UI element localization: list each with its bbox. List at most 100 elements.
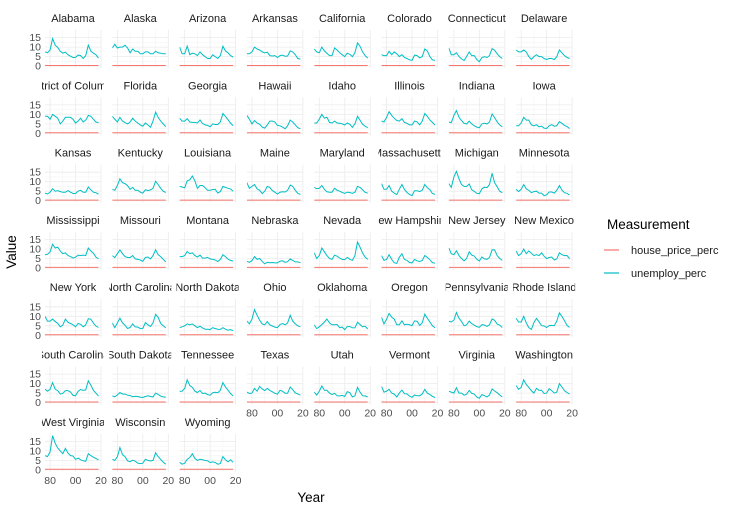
- gridlines: [516, 231, 573, 270]
- gridlines: [246, 231, 304, 270]
- facet-panel-washington: Washington: [515, 350, 573, 405]
- series-line-unemploy-perc: [448, 386, 503, 399]
- y-tick-label: 10: [29, 378, 41, 390]
- strip-label: Maryland: [320, 148, 365, 160]
- gridlines: [314, 231, 371, 270]
- y-tick-label: 0: [35, 61, 41, 73]
- series-line-unemploy-perc: [179, 44, 234, 60]
- series-line-unemploy-perc: [179, 378, 234, 397]
- gridlines: [246, 30, 304, 68]
- facet-panel-tennessee: Tennessee: [179, 350, 237, 405]
- x-tick-label: 80: [179, 475, 191, 487]
- strip-label: Ohio: [263, 282, 286, 294]
- x-tick-label: 00: [137, 475, 149, 487]
- strip-label: Alabama: [51, 13, 95, 25]
- series-line-unemploy-perc: [516, 49, 570, 61]
- strip-label: South Carolina: [37, 350, 111, 362]
- facet-panel-arkansas: Arkansas: [246, 13, 304, 68]
- gridlines: [516, 97, 573, 136]
- strip-label: Delaware: [521, 13, 567, 25]
- facet-panel-missouri: Missouri: [112, 215, 169, 270]
- series-line-unemploy-perc: [314, 184, 368, 194]
- series-line-unemploy-perc: [179, 112, 234, 128]
- strip-label: Idaho: [328, 80, 356, 92]
- gridlines: [516, 164, 573, 203]
- series-line-unemploy-perc: [45, 435, 99, 462]
- x-tick-label: 00: [272, 408, 284, 420]
- facet-panel-new-hampshire: New Hampshire: [379, 215, 441, 270]
- strip-label: Arkansas: [252, 13, 298, 25]
- facet-panel-west-virginia: West Virginia: [42, 417, 104, 472]
- y-tick-label: 5: [35, 186, 41, 198]
- x-tick-label: 20: [95, 475, 107, 487]
- gridlines: [314, 30, 371, 68]
- series-line-unemploy-perc: [112, 445, 167, 465]
- series-line-unemploy-perc: [381, 48, 436, 61]
- strip-label: Hawaii: [258, 80, 291, 92]
- gridlines: [448, 299, 506, 338]
- facet-panel-louisiana: Louisiana: [179, 148, 237, 203]
- gridlines: [314, 97, 371, 136]
- gridlines: [45, 366, 102, 405]
- facet-panel-illinois: Illinois: [381, 80, 438, 136]
- facet-panel-minnesota: Minnesota: [516, 148, 573, 203]
- gridlines: [448, 30, 506, 68]
- series-line-unemploy-perc: [246, 182, 301, 195]
- x-tick-label: 20: [162, 475, 174, 487]
- gridlines: [112, 30, 169, 68]
- series-line-unemploy-perc: [112, 110, 167, 129]
- facet-panel-north-carolina: North Carolina: [109, 282, 171, 338]
- strip-label: Montana: [186, 215, 230, 227]
- strip-label: Kansas: [55, 148, 92, 160]
- y-tick-label: 5: [35, 118, 41, 130]
- series-line-unemploy-perc: [112, 391, 166, 399]
- strip-label: Missouri: [120, 215, 161, 227]
- strip-label: Nebraska: [251, 215, 299, 227]
- y-tick-label: 0: [35, 464, 41, 476]
- strip-label: South Dakota: [107, 350, 175, 362]
- y-tick-label: 10: [29, 42, 41, 54]
- strip-label: Alaska: [124, 13, 158, 25]
- gridlines: [381, 30, 438, 68]
- x-tick-label: 20: [499, 408, 511, 420]
- series-line-unemploy-perc: [516, 247, 570, 261]
- gridlines: [45, 30, 102, 68]
- gridlines: [112, 299, 169, 338]
- series-line-unemploy-perc: [45, 243, 99, 260]
- y-tick-label: 5: [35, 253, 41, 265]
- strip-label: North Dakota: [175, 282, 241, 294]
- legend-title: Measurement: [607, 217, 690, 232]
- x-tick-label: 80: [246, 408, 258, 420]
- gridlines: [448, 164, 506, 203]
- series-line-unemploy-perc: [448, 169, 503, 195]
- facet-panel-delaware: Delaware: [516, 13, 573, 68]
- y-tick-label: 10: [29, 109, 41, 121]
- y-axis-title: Value: [4, 235, 19, 269]
- series-line-unemploy-perc: [516, 183, 570, 197]
- gridlines: [314, 299, 371, 338]
- x-tick-label: 00: [339, 408, 351, 420]
- facet-panel-hawaii: Hawaii: [246, 80, 304, 136]
- facet-panel-new-mexico: New Mexico: [514, 215, 574, 270]
- x-tick-label: 00: [406, 408, 418, 420]
- facet-panel-wisconsin: Wisconsin: [112, 417, 169, 472]
- x-tick-label: 20: [230, 475, 242, 487]
- gridlines: [112, 366, 169, 405]
- facet-panel-nevada: Nevada: [314, 215, 371, 270]
- y-tick-label: 0: [35, 263, 41, 275]
- strip-label: Oregon: [391, 282, 428, 294]
- facet-panel-california: California: [314, 13, 371, 68]
- facet-panel-texas: Texas: [246, 350, 304, 405]
- strip-label: Louisiana: [184, 148, 232, 160]
- strip-label: Oklahoma: [317, 282, 368, 294]
- gridlines: [45, 97, 102, 136]
- x-tick-label: 80: [112, 475, 124, 487]
- facet-panel-virginia: Virginia: [448, 350, 506, 405]
- gridlines: [179, 97, 237, 136]
- strip-label: Michigan: [455, 148, 499, 160]
- strip-label: New Jersey: [448, 215, 506, 227]
- gridlines: [112, 164, 169, 203]
- y-tick-label: 5: [35, 51, 41, 63]
- facet-panel-north-dakota: North Dakota: [175, 282, 241, 338]
